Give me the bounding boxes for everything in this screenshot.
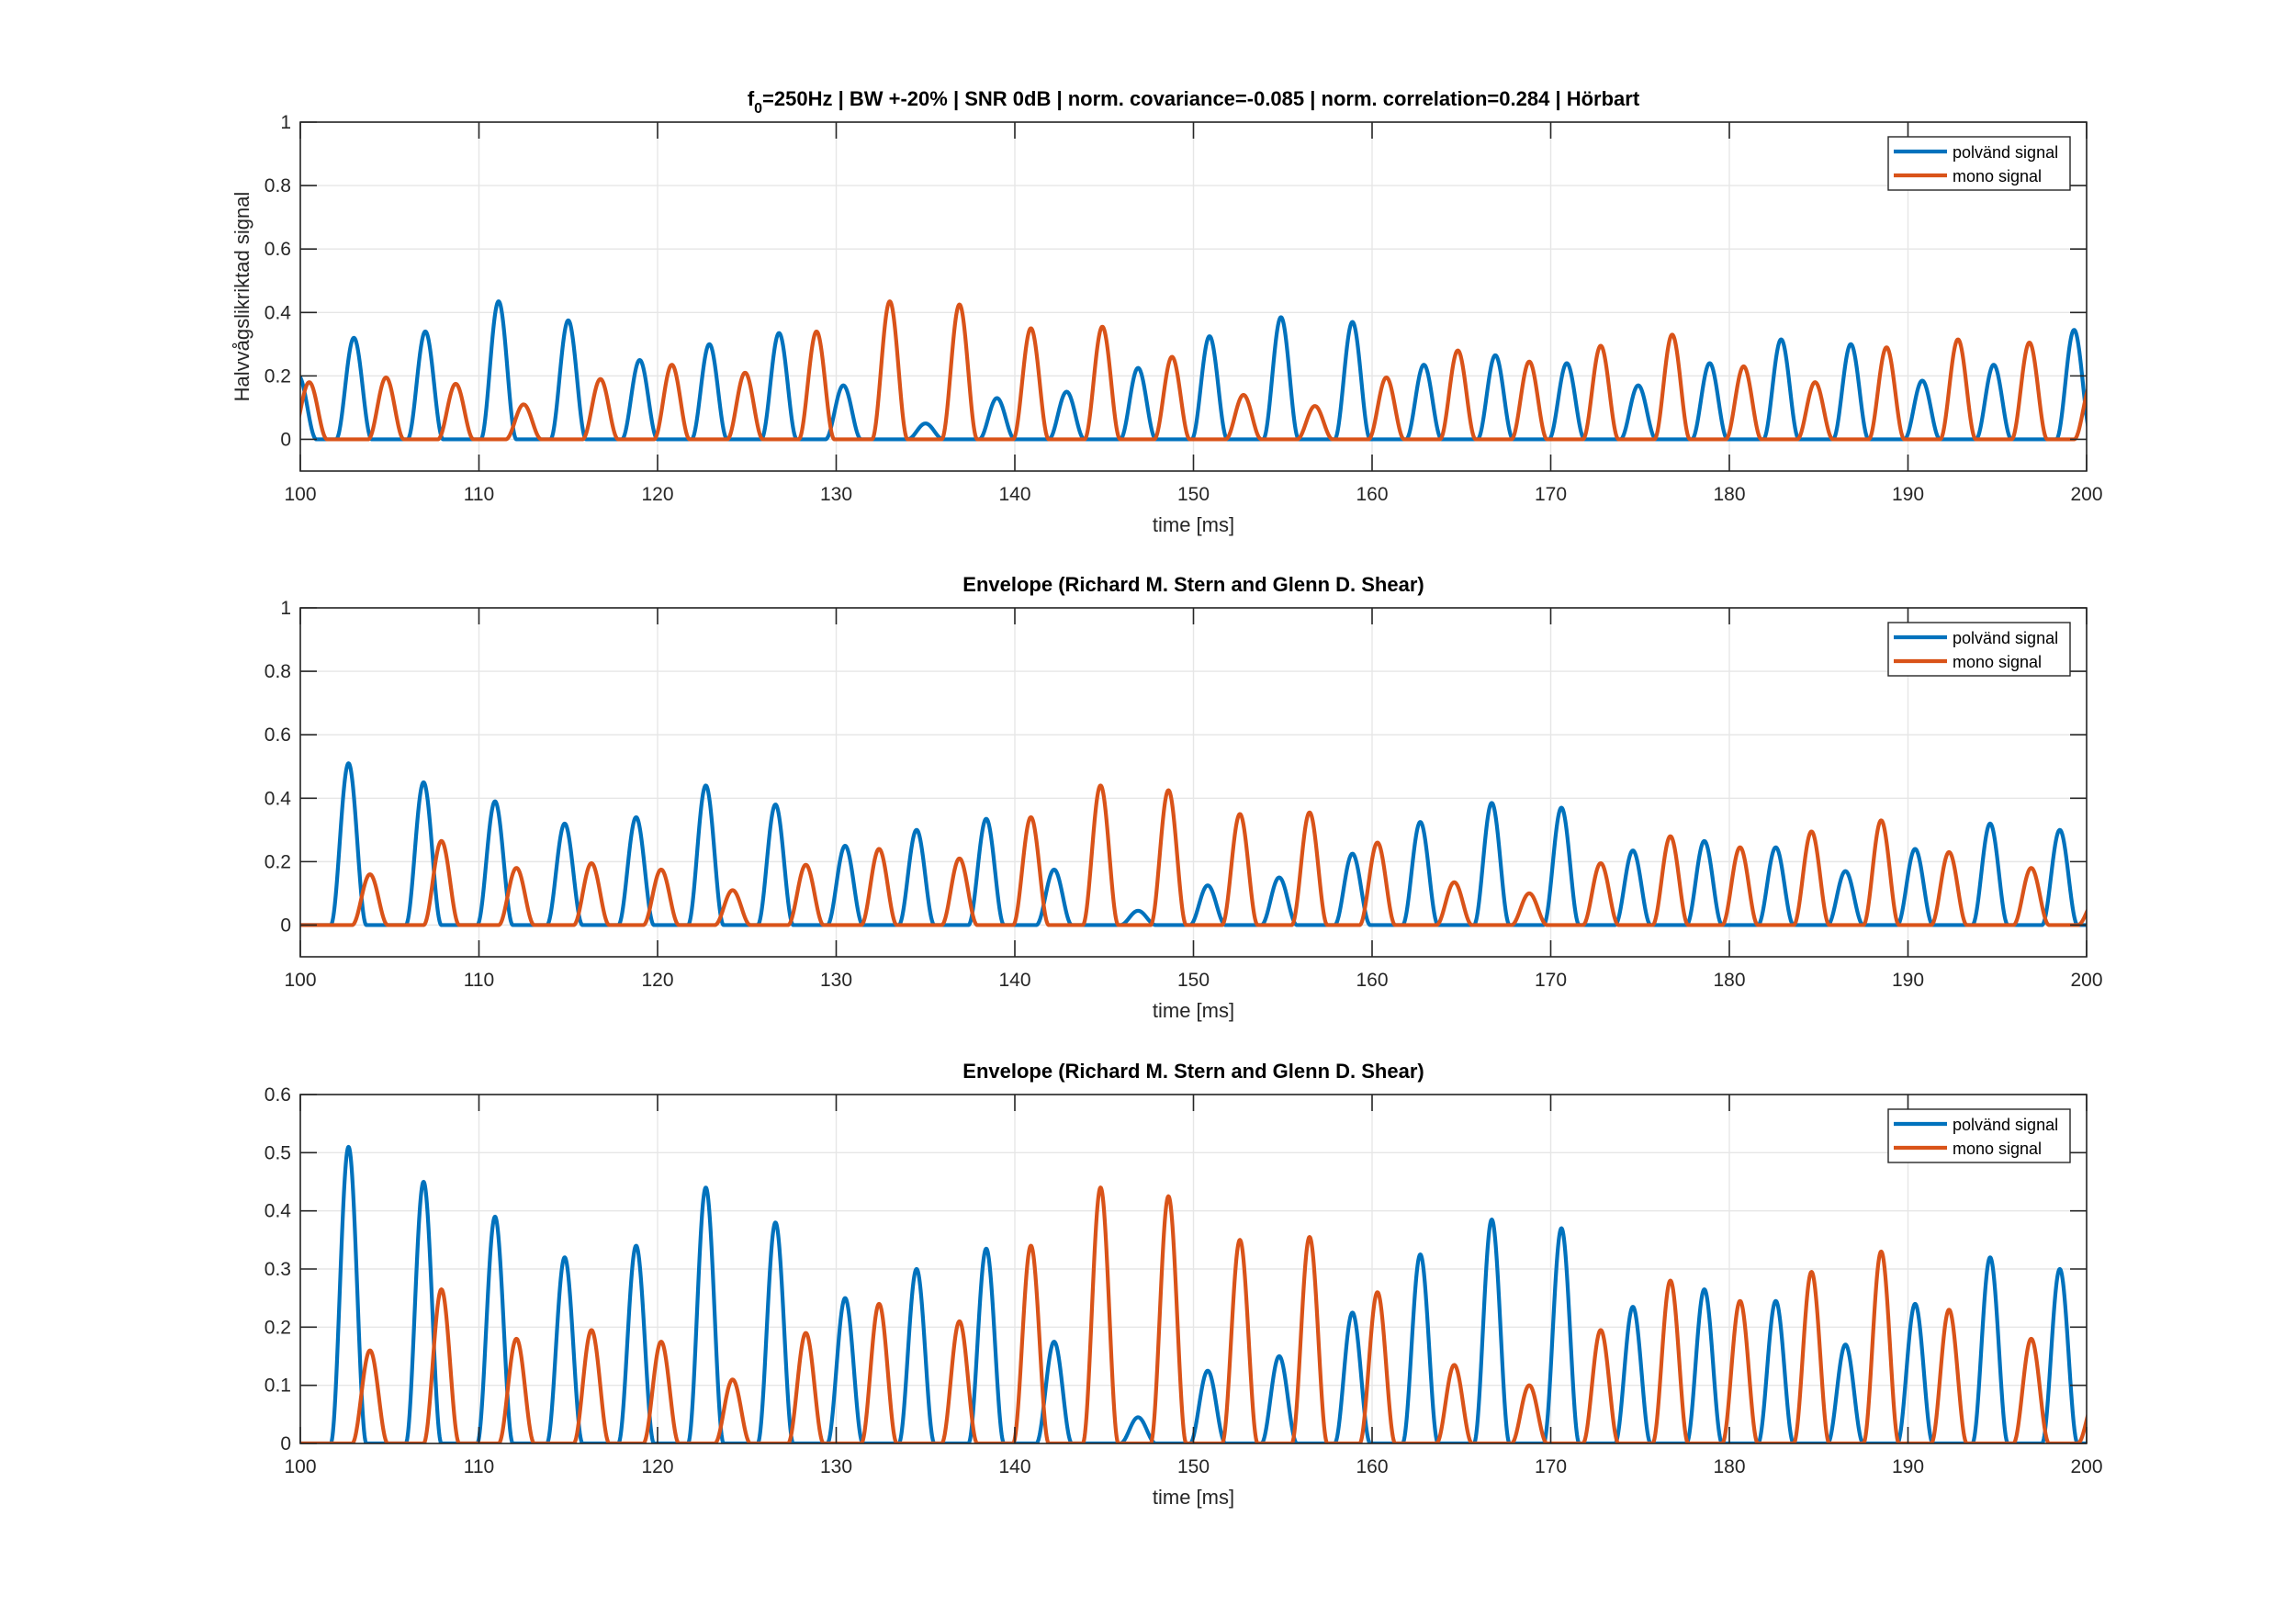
y-tick-label: 0.2 [264, 1317, 291, 1338]
y-tick-label: 1 [280, 598, 291, 619]
x-tick-label: 200 [2070, 484, 2102, 505]
y-tick-label: 0.1 [264, 1376, 291, 1397]
series-line-polvand [300, 299, 2087, 442]
y-tick-label: 0.4 [264, 1201, 292, 1222]
x-tick-label: 140 [998, 484, 1030, 505]
x-tick-label: 180 [1713, 1456, 1745, 1477]
y-tick-label: 0.6 [264, 239, 291, 260]
x-tick-label: 180 [1713, 484, 1745, 505]
x-tick-label: 140 [998, 970, 1030, 991]
title-rest: =250Hz | BW +-20% | SNR 0dB | norm. cova… [762, 87, 1640, 110]
legend-box [1887, 1108, 2071, 1163]
y-tick-label: 0.4 [264, 788, 292, 809]
legend-label-mono: mono signal [1953, 653, 2042, 671]
x-tick-label: 120 [641, 970, 673, 991]
x-tick-label: 190 [1892, 484, 1924, 505]
y-tick-label: 0 [280, 1433, 291, 1454]
y-tick-label: 0 [280, 915, 291, 936]
y-tick-label: 1 [280, 112, 291, 133]
legend-label-polvand: polvänd signal [1953, 143, 2058, 162]
chart-panel-1: 100 110 120 130 140 150 160 170 180 190 200 0 0.2 0.4… [231, 87, 2103, 536]
y-tick-label: 0.8 [264, 661, 291, 682]
legend-box [1887, 622, 2071, 677]
series-group [300, 761, 2087, 927]
series-group [300, 299, 2087, 442]
x-tick-label: 190 [1892, 970, 1924, 991]
x-tick-label: 180 [1713, 970, 1745, 991]
y-tick-label: 0.8 [264, 175, 291, 197]
x-tick-label: 170 [1535, 1456, 1567, 1477]
x-axis-label: time [ms] [1153, 513, 1234, 536]
x-tick-label: 160 [1356, 970, 1388, 991]
legend-label-mono: mono signal [1953, 167, 2042, 185]
y-tick-label: 0.4 [264, 302, 292, 323]
x-tick-label: 100 [284, 970, 316, 991]
series-line-mono [300, 783, 2087, 927]
x-axis-label: time [ms] [1153, 1486, 1234, 1509]
x-tick-label: 120 [641, 1456, 673, 1477]
legend-label-mono: mono signal [1953, 1140, 2042, 1158]
x-tick-label: 100 [284, 1456, 316, 1477]
y-tick-label: 0.3 [264, 1259, 291, 1280]
x-tick-label: 100 [284, 484, 316, 505]
x-tick-label: 110 [464, 1456, 494, 1477]
chart-panel-2: 100 110 120 130 140 150 160 170 180 190 200 0 0.2 0.4… [264, 573, 2103, 1022]
x-tick-label: 130 [820, 484, 852, 505]
x-tick-label: 200 [2070, 970, 2102, 991]
x-tick-label: 110 [464, 970, 494, 991]
x-tick-label: 110 [464, 484, 494, 505]
x-axis-label: time [ms] [1153, 999, 1234, 1022]
chart-title: f0=250Hz | BW +-20% | SNR 0dB | norm. co… [748, 87, 1640, 117]
y-axis-label: Halvvågslikriktad signal [231, 192, 253, 402]
y-tick-label: 0.6 [264, 724, 291, 746]
y-tick-label: 0 [280, 429, 291, 450]
series-line-mono [300, 299, 2087, 442]
chart-title: Envelope (Richard M. Stern and Glenn D. … [962, 573, 1424, 596]
x-tick-label: 160 [1356, 484, 1388, 505]
legend: polvänd signal mono signal [1887, 136, 2071, 191]
x-tick-label: 130 [820, 970, 852, 991]
legend: polvänd signal mono signal [1887, 622, 2071, 677]
x-tick-label: 120 [641, 484, 673, 505]
x-tick-label: 170 [1535, 484, 1567, 505]
y-tick-label: 0.2 [264, 365, 291, 387]
legend: polvänd signal mono signal [1887, 1108, 2071, 1163]
y-tick-label: 0.6 [264, 1084, 291, 1106]
chart-title: Envelope (Richard M. Stern and Glenn D. … [962, 1060, 1424, 1083]
series-line-polvand [300, 761, 2087, 927]
y-tick-label: 0.2 [264, 851, 291, 872]
x-tick-label: 170 [1535, 970, 1567, 991]
x-tick-label: 190 [1892, 1456, 1924, 1477]
legend-box [1887, 136, 2071, 191]
legend-label-polvand: polvänd signal [1953, 629, 2058, 647]
title-prefix: f [748, 87, 755, 110]
x-tick-label: 160 [1356, 1456, 1388, 1477]
x-tick-label: 150 [1177, 484, 1210, 505]
chart-panel-3: 100 110 120 130 140 150 160 170 180 190 200 0 0.1 0.2… [264, 1060, 2103, 1509]
x-tick-label: 150 [1177, 970, 1210, 991]
x-tick-label: 140 [998, 1456, 1030, 1477]
legend-label-polvand: polvänd signal [1953, 1116, 2058, 1134]
x-tick-label: 130 [820, 1456, 852, 1477]
y-tick-label: 0.5 [264, 1142, 291, 1163]
series-line-mono [300, 1185, 2087, 1443]
x-tick-label: 200 [2070, 1456, 2102, 1477]
title-sub: 0 [754, 101, 762, 117]
x-tick-label: 150 [1177, 1456, 1210, 1477]
